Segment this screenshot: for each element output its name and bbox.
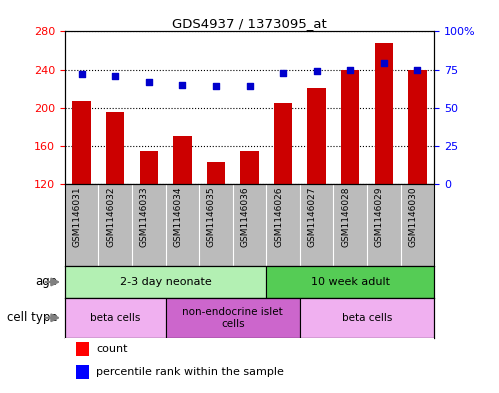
Text: GSM1146031: GSM1146031 (73, 187, 82, 247)
Text: cell type: cell type (7, 311, 57, 324)
Bar (140, 151, 158, 184)
Text: GSM1146028: GSM1146028 (341, 187, 350, 247)
Point (78, 71, 86, 77)
Bar (65, 298, 166, 338)
Point (145, 79, 153, 85)
Bar (240, 151, 258, 184)
Text: GSM1146034: GSM1146034 (173, 187, 182, 247)
Bar (375, 43, 393, 184)
Bar (207, 162, 225, 184)
Text: non-endocrine islet
cells: non-endocrine islet cells (182, 307, 283, 329)
Bar (166, 298, 300, 338)
Point (212, 83, 220, 90)
Bar (106, 112, 124, 184)
Point (246, 83, 253, 90)
Point (279, 70, 287, 76)
Text: GSM1146029: GSM1146029 (375, 187, 384, 247)
Bar (65, 266, 266, 298)
Bar (72, 101, 91, 184)
Point (178, 82, 186, 88)
Text: GSM1146026: GSM1146026 (274, 187, 283, 247)
Text: GSM1146027: GSM1146027 (308, 187, 317, 247)
Bar (274, 103, 292, 184)
Text: beta cells: beta cells (90, 313, 140, 323)
Bar (76, 342, 89, 356)
Text: count: count (96, 343, 128, 354)
Text: 2-3 day neonate: 2-3 day neonate (120, 277, 212, 287)
Text: GSM1146032: GSM1146032 (106, 187, 115, 247)
Bar (408, 70, 427, 184)
Bar (76, 365, 89, 380)
Text: GSM1146035: GSM1146035 (207, 187, 216, 247)
Point (313, 68, 321, 74)
Text: 10 week adult: 10 week adult (311, 277, 390, 287)
Text: percentile rank within the sample: percentile rank within the sample (96, 367, 284, 377)
Point (413, 66, 421, 73)
Bar (307, 88, 326, 184)
Bar (266, 266, 434, 298)
Bar (173, 136, 192, 184)
Bar (300, 298, 434, 338)
Title: GDS4937 / 1373095_at: GDS4937 / 1373095_at (172, 17, 327, 30)
Text: age: age (35, 275, 57, 288)
Text: GSM1146033: GSM1146033 (140, 187, 149, 247)
Point (346, 66, 354, 73)
Point (111, 73, 119, 79)
Text: beta cells: beta cells (342, 313, 392, 323)
Text: GSM1146030: GSM1146030 (408, 187, 417, 247)
Bar (341, 70, 359, 184)
Text: GSM1146036: GSM1146036 (241, 187, 250, 247)
Point (380, 61, 388, 67)
